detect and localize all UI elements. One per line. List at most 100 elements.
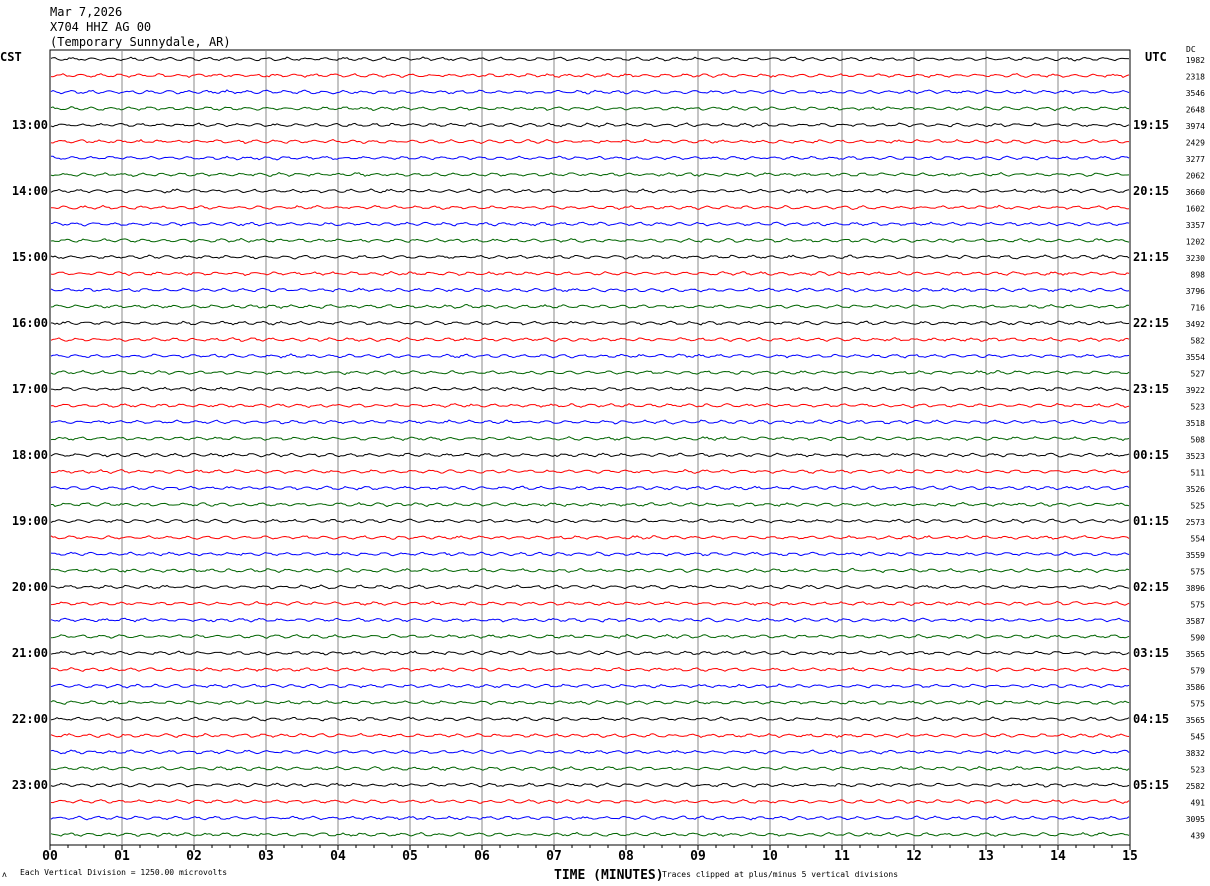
trace <box>50 403 1130 409</box>
trace <box>50 518 1130 524</box>
dc-offset-label: 3523 <box>1186 452 1205 461</box>
x-tick-label: 13 <box>978 849 994 864</box>
trace <box>50 469 1130 475</box>
cst-hour-label: 21:00 <box>12 646 48 660</box>
trace <box>50 237 1130 244</box>
dc-offset-label: 579 <box>1191 667 1206 676</box>
scale-note: Each Vertical Division = 1250.00 microvo… <box>20 868 227 877</box>
trace <box>50 716 1130 722</box>
utc-hour-label: 05:15 <box>1133 778 1169 792</box>
dc-offset-label: 3586 <box>1186 683 1205 692</box>
dc-offset-label: 3554 <box>1186 353 1205 362</box>
dc-offset-label: 3796 <box>1186 287 1205 296</box>
trace <box>50 650 1130 656</box>
dc-offset-label: 439 <box>1191 832 1206 841</box>
x-tick-label: 05 <box>402 849 418 864</box>
trace <box>50 667 1130 673</box>
dc-label: DC <box>1186 45 1196 54</box>
dc-offset-label: 3660 <box>1186 188 1205 197</box>
trace <box>50 221 1130 227</box>
trace <box>50 535 1130 540</box>
x-tick-label: 01 <box>114 849 130 864</box>
cst-hour-label: 15:00 <box>12 250 48 264</box>
trace <box>50 271 1130 277</box>
x-tick-label: 02 <box>186 849 202 864</box>
x-tick-label: 06 <box>474 849 490 864</box>
dc-offset-label: 898 <box>1191 271 1206 280</box>
utc-hour-label: 19:15 <box>1133 118 1169 132</box>
dc-offset-label: 3565 <box>1186 716 1205 725</box>
utc-hour-label: 03:15 <box>1133 646 1169 660</box>
dc-offset-label: 716 <box>1191 304 1206 313</box>
utc-hour-label: 00:15 <box>1133 448 1169 462</box>
trace <box>50 138 1129 145</box>
trace <box>50 369 1130 376</box>
traces <box>50 56 1130 838</box>
dc-offset-label: 2573 <box>1186 518 1205 527</box>
x-tick-label: 14 <box>1050 849 1066 864</box>
trace <box>50 815 1130 821</box>
utc-hour-label: 01:15 <box>1133 514 1169 528</box>
dc-offset-label: 525 <box>1191 502 1206 511</box>
dc-offset-label: 2062 <box>1186 172 1205 181</box>
dc-offset-label: 3095 <box>1186 815 1205 824</box>
utc-hour-label: 02:15 <box>1133 580 1169 594</box>
dc-offset-label: 582 <box>1191 337 1206 346</box>
x-axis: 00 01 02 03 04 05 06 07 08 09 10 11 12 13 14 15 <box>42 845 1138 864</box>
x-tick-label: 12 <box>906 849 922 864</box>
trace <box>50 600 1130 607</box>
trace <box>50 56 1130 62</box>
location-label: (Temporary Sunnydale, AR) <box>50 35 231 49</box>
trace <box>50 683 1130 689</box>
dc-offset-label: 2429 <box>1186 139 1205 148</box>
dc-offset-label: 2318 <box>1186 73 1205 82</box>
dc-offset-label: 575 <box>1191 700 1206 709</box>
dc-offset-label: 1202 <box>1186 238 1205 247</box>
trace <box>50 452 1130 458</box>
grid <box>49 49 1131 846</box>
trace <box>50 551 1130 557</box>
dc-offset-label: 2582 <box>1186 782 1205 791</box>
station-label: X704 HHZ AG 00 <box>50 20 151 34</box>
x-tick-label: 09 <box>690 849 706 864</box>
dc-offset-label: 527 <box>1191 370 1206 379</box>
x-tick-label: 07 <box>546 849 562 864</box>
dc-offset-label: 511 <box>1191 469 1206 478</box>
clip-note: Traces clipped at plus/minus 5 vertical … <box>662 870 898 879</box>
trace <box>50 320 1130 326</box>
dc-offset-label: 575 <box>1191 568 1206 577</box>
utc-hour-label: 21:15 <box>1133 250 1169 264</box>
dc-offset-label: 2648 <box>1186 106 1205 115</box>
dc-offset-label: 3896 <box>1186 584 1205 593</box>
trace <box>50 567 1130 574</box>
trace <box>51 765 1130 772</box>
dc-offset-label: 3587 <box>1186 617 1205 626</box>
dc-offset-label: 3526 <box>1186 485 1205 494</box>
trace <box>50 436 1130 442</box>
utc-hour-label: 22:15 <box>1133 316 1169 330</box>
dc-offset-label: 523 <box>1191 766 1206 775</box>
dc-offset-label: 3565 <box>1186 650 1205 659</box>
cst-label: CST <box>0 50 22 64</box>
dc-offset-label: 3974 <box>1186 122 1205 131</box>
trace <box>51 155 1130 161</box>
trace <box>50 106 1130 112</box>
plot-frame <box>49 49 1131 846</box>
corner-mark: ʌ <box>2 870 7 879</box>
trace <box>50 799 1130 804</box>
cst-hour-label: 23:00 <box>12 778 48 792</box>
dc-offset-label: 3230 <box>1186 254 1205 263</box>
dc-offset-label: 508 <box>1191 436 1206 445</box>
x-tick-label: 10 <box>762 849 778 864</box>
dc-offset-label: 3922 <box>1186 386 1205 395</box>
cst-hour-label: 22:00 <box>12 712 48 726</box>
trace <box>50 353 1130 359</box>
trace <box>50 122 1130 128</box>
trace <box>50 172 1130 177</box>
x-tick-label: 11 <box>834 849 850 864</box>
utc-hour-label: 20:15 <box>1133 184 1169 198</box>
trace <box>50 386 1130 392</box>
dc-offset-label: 3518 <box>1186 419 1205 428</box>
dc-offset-label: 3832 <box>1186 749 1205 758</box>
